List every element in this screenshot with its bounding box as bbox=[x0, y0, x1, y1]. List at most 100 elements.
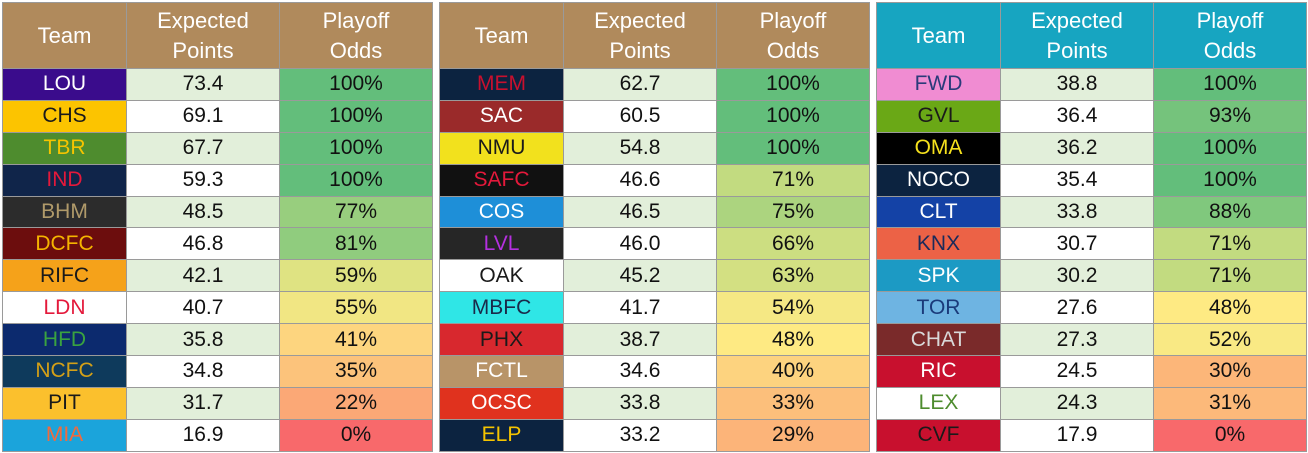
table-row: BHM 48.5 77% bbox=[2, 195, 433, 229]
playoff-odds-cell: 100% bbox=[716, 131, 870, 165]
playoff-odds-cell: 100% bbox=[279, 163, 433, 197]
playoff-odds-cell: 54% bbox=[716, 291, 870, 325]
team-cell: FCTL bbox=[439, 355, 564, 388]
team-cell: PHX bbox=[439, 323, 564, 357]
table-row: DCFC 46.8 81% bbox=[2, 227, 433, 261]
playoff-odds-cell: 100% bbox=[1153, 68, 1307, 101]
table-row: CVF 17.9 0% bbox=[876, 418, 1307, 452]
playoff-odds-cell: 100% bbox=[279, 99, 433, 133]
table-row: FWD 38.8 100% bbox=[876, 68, 1307, 101]
playoff-odds-cell: 88% bbox=[1153, 195, 1307, 229]
expected-points-cell: 41.7 bbox=[563, 291, 717, 325]
team-cell: RIC bbox=[876, 355, 1001, 388]
table-row: IND 59.3 100% bbox=[2, 163, 433, 197]
expected-points-cell: 46.0 bbox=[563, 227, 717, 261]
expected-points-cell: 73.4 bbox=[126, 68, 280, 101]
playoff-odds-cell: 48% bbox=[1153, 291, 1307, 325]
header-row: Team Expected Points Playoff Odds bbox=[2, 2, 433, 69]
table-row: NOCO 35.4 100% bbox=[876, 163, 1307, 197]
team-cell: LOU bbox=[2, 68, 127, 101]
expected-points-cell: 69.1 bbox=[126, 99, 280, 133]
expected-points-cell: 24.5 bbox=[1000, 355, 1154, 388]
expected-points-cell: 60.5 bbox=[563, 99, 717, 133]
expected-points-cell: 42.1 bbox=[126, 259, 280, 293]
playoff-odds-cell: 52% bbox=[1153, 323, 1307, 357]
expected-points-cell: 33.2 bbox=[563, 418, 717, 452]
playoff-odds-header: Playoff Odds bbox=[716, 2, 870, 69]
standings-table-right: Team Expected Points Playoff Odds FWD 38.8 100%… bbox=[876, 2, 1307, 452]
expected-points-cell: 16.9 bbox=[126, 418, 280, 452]
team-cell: MIA bbox=[2, 418, 127, 452]
header-row: Team Expected Points Playoff Odds bbox=[876, 2, 1307, 69]
playoff-odds-cell: 30% bbox=[1153, 355, 1307, 388]
expected-points-cell: 17.9 bbox=[1000, 418, 1154, 452]
expected-points-cell: 33.8 bbox=[563, 386, 717, 420]
team-header: Team bbox=[439, 2, 564, 69]
team-cell: MEM bbox=[439, 68, 564, 101]
expected-points-cell: 46.6 bbox=[563, 163, 717, 197]
playoff-odds-cell: 31% bbox=[1153, 386, 1307, 420]
expected-points-cell: 31.7 bbox=[126, 386, 280, 420]
playoff-odds-cell: 59% bbox=[279, 259, 433, 293]
playoff-odds-header: Playoff Odds bbox=[279, 2, 433, 69]
team-cell: FWD bbox=[876, 68, 1001, 101]
team-header: Team bbox=[2, 2, 127, 69]
expected-points-cell: 33.8 bbox=[1000, 195, 1154, 229]
playoff-odds-cell: 41% bbox=[279, 323, 433, 357]
table-row: ELP 33.2 29% bbox=[439, 418, 870, 452]
expected-points-cell: 24.3 bbox=[1000, 386, 1154, 420]
team-cell: CHS bbox=[2, 99, 127, 133]
header-row: Team Expected Points Playoff Odds bbox=[439, 2, 870, 69]
table-row: OCSC 33.8 33% bbox=[439, 386, 870, 420]
expected-points-cell: 30.7 bbox=[1000, 227, 1154, 261]
playoff-odds-cell: 81% bbox=[279, 227, 433, 261]
standings-table-middle: Team Expected Points Playoff Odds MEM 62.7 100%… bbox=[439, 2, 870, 452]
table-row: NCFC 34.8 35% bbox=[2, 355, 433, 388]
team-cell: OMA bbox=[876, 131, 1001, 165]
table-row: NMU 54.8 100% bbox=[439, 131, 870, 165]
playoff-odds-cell: 0% bbox=[279, 418, 433, 452]
table-row: HFD 35.8 41% bbox=[2, 323, 433, 357]
expected-points-cell: 34.6 bbox=[563, 355, 717, 388]
team-cell: KNX bbox=[876, 227, 1001, 261]
team-cell: NOCO bbox=[876, 163, 1001, 197]
team-cell: PIT bbox=[2, 386, 127, 420]
expected-points-cell: 38.7 bbox=[563, 323, 717, 357]
team-cell: TOR bbox=[876, 291, 1001, 325]
playoff-odds-header: Playoff Odds bbox=[1153, 2, 1307, 69]
expected-points-cell: 54.8 bbox=[563, 131, 717, 165]
expected-points-cell: 48.5 bbox=[126, 195, 280, 229]
playoff-odds-cell: 48% bbox=[716, 323, 870, 357]
playoff-odds-cell: 22% bbox=[279, 386, 433, 420]
expected-points-cell: 45.2 bbox=[563, 259, 717, 293]
playoff-odds-cell: 0% bbox=[1153, 418, 1307, 452]
team-header: Team bbox=[876, 2, 1001, 69]
table-row: SAC 60.5 100% bbox=[439, 99, 870, 133]
table-row: RIC 24.5 30% bbox=[876, 355, 1307, 388]
table-row: FCTL 34.6 40% bbox=[439, 355, 870, 388]
team-cell: LEX bbox=[876, 386, 1001, 420]
playoff-odds-cell: 77% bbox=[279, 195, 433, 229]
table-row: TBR 67.7 100% bbox=[2, 131, 433, 165]
expected-points-cell: 67.7 bbox=[126, 131, 280, 165]
table-row: OAK 45.2 63% bbox=[439, 259, 870, 293]
expected-points-cell: 36.4 bbox=[1000, 99, 1154, 133]
table-row: CHS 69.1 100% bbox=[2, 99, 433, 133]
team-cell: BHM bbox=[2, 195, 127, 229]
expected-points-header: Expected Points bbox=[126, 2, 280, 69]
team-cell: LVL bbox=[439, 227, 564, 261]
table-row: SPK 30.2 71% bbox=[876, 259, 1307, 293]
expected-points-cell: 40.7 bbox=[126, 291, 280, 325]
playoff-odds-cell: 100% bbox=[279, 131, 433, 165]
playoff-odds-cell: 71% bbox=[716, 163, 870, 197]
team-cell: MBFC bbox=[439, 291, 564, 325]
table-row: OMA 36.2 100% bbox=[876, 131, 1307, 165]
team-cell: LDN bbox=[2, 291, 127, 325]
expected-points-cell: 35.4 bbox=[1000, 163, 1154, 197]
table-row: CLT 33.8 88% bbox=[876, 195, 1307, 229]
playoff-odds-cell: 33% bbox=[716, 386, 870, 420]
expected-points-cell: 36.2 bbox=[1000, 131, 1154, 165]
expected-points-header: Expected Points bbox=[1000, 2, 1154, 69]
team-cell: NMU bbox=[439, 131, 564, 165]
team-cell: CVF bbox=[876, 418, 1001, 452]
